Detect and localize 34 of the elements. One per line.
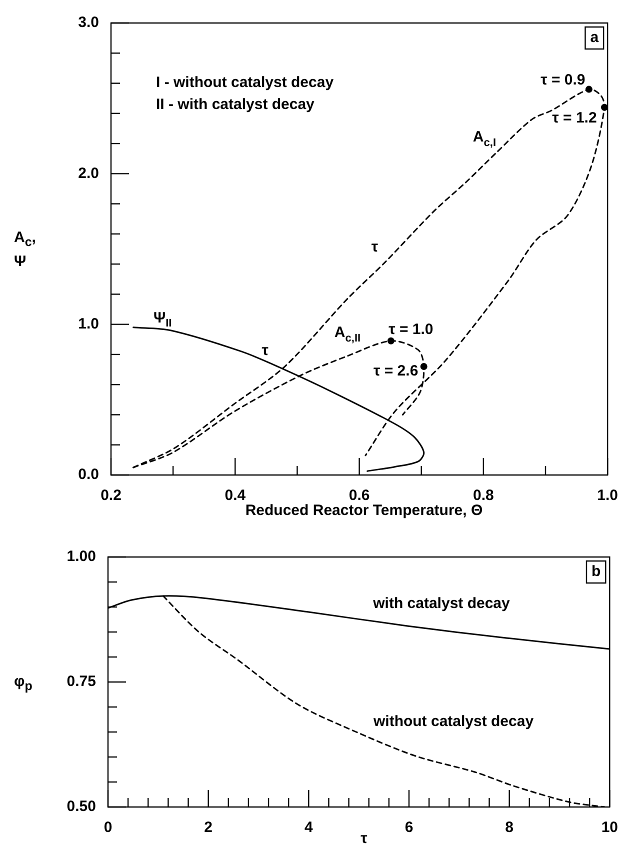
- annotation: τ = 0.9: [540, 71, 586, 88]
- y-tick-label: 1.0: [78, 315, 99, 332]
- x-tick-label: 6: [404, 819, 414, 836]
- x-tick-label: 0.4: [224, 487, 246, 504]
- chart-title: a: [590, 29, 600, 46]
- x-tick-label: 2: [204, 819, 213, 836]
- y-axis-title: φ$_{p}$: [14, 672, 34, 695]
- x-tick-label: 4: [304, 819, 314, 836]
- y-tick-label: 0.0: [78, 466, 99, 484]
- x-tick-label: 0.2: [100, 487, 122, 504]
- y-tick-label: 0.75: [66, 673, 96, 690]
- x-tick-label: 0.8: [473, 487, 494, 504]
- x-tick-label: 8: [505, 819, 514, 836]
- annotation: I - without catalyst decay: [156, 74, 334, 92]
- annotation: τ = 2.6: [374, 362, 418, 380]
- y-tick-label: 2.0: [78, 164, 99, 182]
- annotation: τ: [371, 238, 378, 256]
- y-tick-label: 3.0: [78, 14, 99, 32]
- annotation: τ: [262, 342, 269, 360]
- x-tick-label: 1.0: [597, 487, 618, 504]
- x-tick-label: 0.6: [348, 487, 370, 504]
- annotation: τ = 1.2: [552, 110, 597, 127]
- x-axis-title: τ: [360, 830, 368, 847]
- y-axis-title: A$_{c}$, Ψ: [14, 228, 37, 272]
- x-axis-title: Reduced Reactor Temperature, Θ: [245, 502, 483, 519]
- series-label: without catalyst decay: [372, 713, 534, 730]
- y-tick-label: 0.50: [66, 798, 96, 816]
- y-tick-label: 1.00: [66, 548, 96, 566]
- chart-title: b: [591, 563, 601, 580]
- x-tick-label: 10: [601, 819, 618, 836]
- x-tick-label: 0: [104, 819, 112, 836]
- annotation: τ = 1.0: [388, 321, 434, 338]
- series-label: with catalyst decay: [372, 595, 511, 612]
- annotation: II - with catalyst decay: [156, 96, 316, 114]
